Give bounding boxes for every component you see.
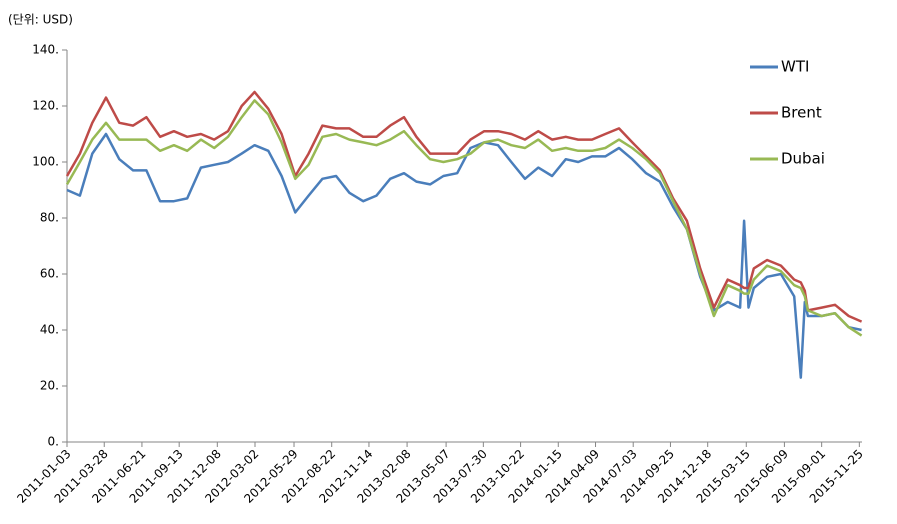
unit-label: (단위: USD) [8, 13, 73, 27]
series-line [65, 99, 863, 337]
y-tick-label: 80. [40, 211, 59, 225]
y-tick-label: 120. [32, 99, 59, 113]
y-tick-label: 140. [32, 43, 59, 57]
y-tick-label: 100. [32, 155, 59, 169]
y-tick-label: 20. [40, 379, 59, 393]
legend-label: Brent [781, 104, 822, 122]
legend-label: Dubai [781, 150, 825, 168]
series-line [65, 90, 863, 323]
y-tick-label: 0. [48, 435, 59, 449]
y-tick-label: 60. [40, 267, 59, 281]
y-tick-label: 40. [40, 323, 59, 337]
legend-label: WTI [781, 58, 809, 76]
series-line [66, 132, 862, 379]
